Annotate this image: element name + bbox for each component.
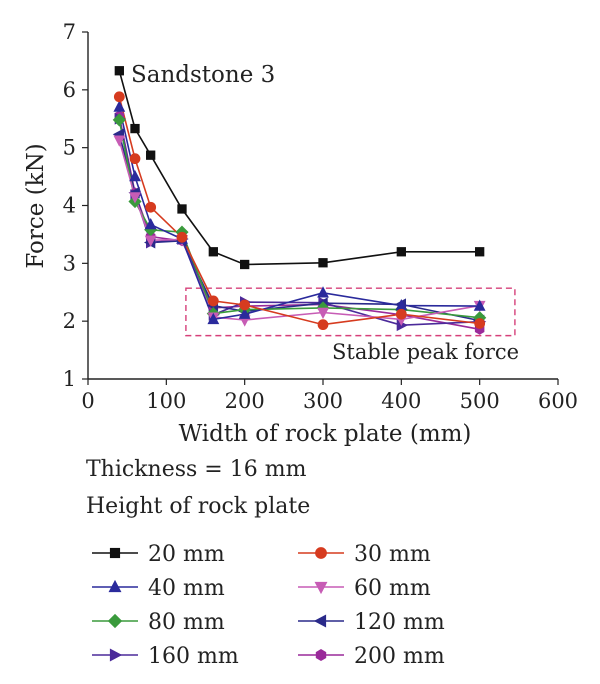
legend-label: 30 mm <box>354 542 431 567</box>
data-point <box>475 247 485 257</box>
sample-annotation: Sandstone 3 <box>131 62 275 88</box>
series-markers <box>112 66 487 335</box>
data-point <box>474 318 486 329</box>
series-lines <box>118 70 480 331</box>
stable-region-label: Stable peak force <box>332 340 519 364</box>
data-point <box>113 91 125 103</box>
legend-item: 40 mm <box>92 576 225 601</box>
data-point <box>113 100 126 112</box>
stable-region <box>185 287 516 337</box>
x-axis-label: Width of rock plate (mm) <box>179 421 472 447</box>
x-tick-label: 200 <box>225 389 265 413</box>
plot-axes: 0 100 200 300 400 500 600 1 2 3 4 5 6 7 <box>63 20 578 413</box>
data-point <box>129 169 141 182</box>
data-point <box>239 299 251 311</box>
legend-marker <box>109 648 123 662</box>
legend-header-thickness: Thickness = 16 mm <box>86 457 307 482</box>
x-tick-label: 400 <box>381 389 421 413</box>
data-point <box>177 204 187 214</box>
data-point <box>146 150 156 160</box>
legend-label: 40 mm <box>148 576 225 601</box>
data-point <box>240 259 250 270</box>
y-tick-label: 6 <box>63 78 76 102</box>
stable-region-box <box>185 287 516 337</box>
legend-item: 30 mm <box>298 542 431 567</box>
series-line <box>118 118 480 327</box>
legend-label: 20 mm <box>148 542 225 567</box>
data-point <box>112 113 126 127</box>
data-point <box>145 201 157 213</box>
legend-marker <box>314 581 328 595</box>
data-point <box>207 312 220 325</box>
data-point <box>129 153 141 165</box>
data-point <box>318 258 328 268</box>
y-tick-label: 1 <box>63 367 76 391</box>
x-tick-label: 300 <box>303 389 343 413</box>
legend-label: 160 mm <box>148 644 239 669</box>
series-line <box>118 115 480 331</box>
x-tick-label: 500 <box>460 389 500 413</box>
y-tick-label: 2 <box>63 309 76 333</box>
data-point <box>317 307 329 320</box>
legend-item: 120 mm <box>298 610 445 635</box>
legend-header-height: Height of rock plate <box>86 494 310 519</box>
data-point <box>317 286 329 298</box>
data-point <box>114 66 124 76</box>
legend-marker <box>107 613 123 629</box>
y-tick-label: 7 <box>63 20 76 44</box>
data-point <box>208 247 218 257</box>
data-point <box>395 308 407 320</box>
legend-label: 120 mm <box>354 610 445 635</box>
legend-item: 20 mm <box>92 542 225 567</box>
series-line <box>118 96 480 326</box>
legend: 20 mm 30 mm 40 mm 60 mm 80 mm 120 mm 160 mm 200… <box>92 542 445 669</box>
legend-item: 200 mm <box>298 644 445 669</box>
data-point <box>176 231 188 243</box>
legend-label: 80 mm <box>148 610 225 635</box>
data-point <box>129 192 141 204</box>
data-point <box>130 123 140 134</box>
data-point <box>473 299 486 311</box>
data-point <box>238 307 251 319</box>
x-tick-label: 600 <box>538 389 578 413</box>
legend-item: 160 mm <box>92 644 239 669</box>
legend-label: 200 mm <box>354 644 445 669</box>
legend-item: 60 mm <box>298 576 431 601</box>
x-tick-label: 0 <box>81 389 94 413</box>
legend-item: 80 mm <box>92 610 225 635</box>
series-line <box>118 134 480 322</box>
y-axis-label: Force (kN) <box>23 143 49 268</box>
legend-marker <box>108 579 122 593</box>
legend-marker <box>315 649 327 661</box>
data-point <box>113 135 126 147</box>
data-point <box>144 235 157 247</box>
x-tick-label: 100 <box>146 389 186 413</box>
data-point <box>396 247 406 257</box>
legend-marker <box>109 547 121 559</box>
y-tick-label: 5 <box>63 136 76 160</box>
y-tick-label: 3 <box>63 251 76 275</box>
data-point <box>144 217 157 230</box>
data-point <box>317 319 329 331</box>
data-point <box>207 295 219 307</box>
legend-marker <box>313 614 327 628</box>
legend-marker <box>315 547 327 559</box>
legend-label: 60 mm <box>354 576 431 601</box>
y-tick-label: 4 <box>63 194 76 218</box>
